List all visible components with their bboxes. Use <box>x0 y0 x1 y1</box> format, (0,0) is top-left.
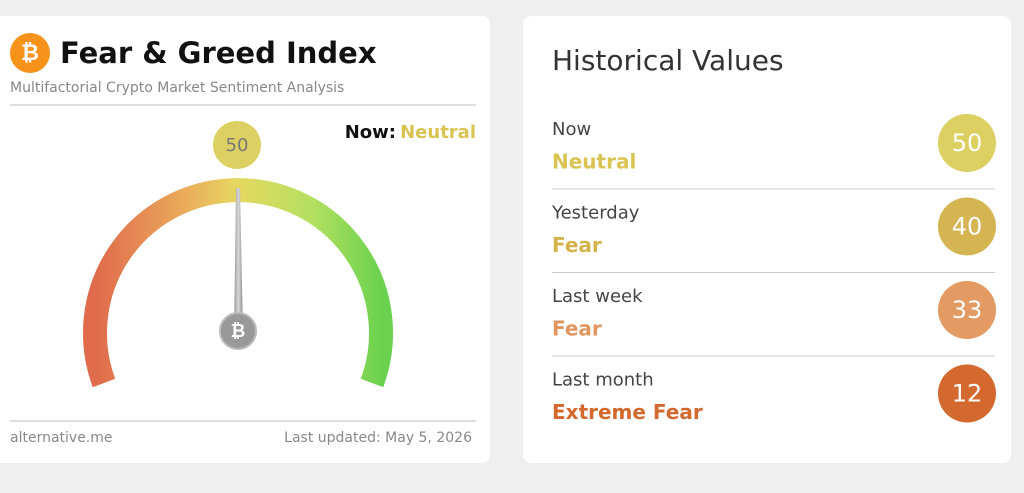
gauge-card <box>0 16 490 463</box>
row-label: Now <box>552 119 591 140</box>
row-value: 40 <box>952 213 983 241</box>
row-value: 33 <box>952 296 983 324</box>
row-bubble <box>938 281 996 339</box>
needle <box>234 188 243 331</box>
row-bubble <box>938 364 996 423</box>
gauge-subtitle: Multifactorial Crypto Market Sentiment A… <box>10 80 344 96</box>
now-label: Now: <box>345 122 396 143</box>
footer-updated: Last updated: May 5, 2026 <box>284 430 472 446</box>
gauge-title: Fear & Greed Index <box>60 36 377 70</box>
row-bubble <box>938 114 996 172</box>
row-label: Yesterday <box>551 203 640 224</box>
bitcoin-symbol: ₿ <box>21 41 39 66</box>
row-value: 12 <box>952 380 983 408</box>
row-classification: Fear <box>552 317 602 341</box>
row-classification: Extreme Fear <box>552 400 703 424</box>
now-classification: Neutral <box>400 122 476 143</box>
row-bubble <box>938 197 996 256</box>
hub-symbol: ₿ <box>231 321 246 342</box>
footer-source: alternative.me <box>10 430 113 446</box>
row-classification: Fear <box>552 233 602 257</box>
history-title: Historical Values <box>552 44 784 77</box>
row-classification: Neutral <box>552 150 636 174</box>
row-label: Last month <box>552 370 654 391</box>
value-bubble <box>213 121 261 169</box>
history-card <box>523 16 1011 463</box>
row-value: 50 <box>952 129 983 157</box>
bitcoin-icon <box>10 33 50 73</box>
value-text: 50 <box>226 135 249 156</box>
needle-hub <box>219 312 257 350</box>
row-label: Last week <box>552 286 643 307</box>
